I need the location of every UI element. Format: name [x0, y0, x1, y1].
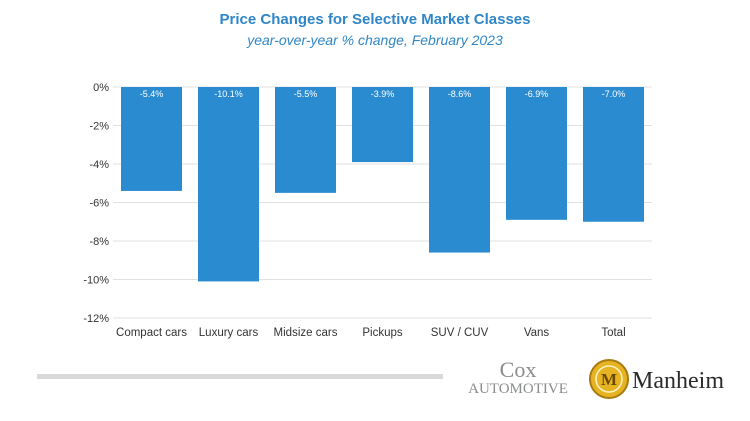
footer-divider [37, 374, 443, 379]
y-tick-label: -10% [83, 275, 109, 287]
y-tick-label: -12% [83, 313, 109, 325]
y-tick-label: -2% [89, 121, 109, 133]
x-tick-label: Vans [524, 327, 550, 339]
data-label: -5.5% [294, 89, 318, 99]
y-tick-label: -4% [89, 159, 109, 171]
manheim-emblem-letter: M [601, 370, 617, 389]
bar [198, 87, 259, 282]
manheim-logo: M Manheim [589, 359, 724, 399]
cox-logo-text: Cox [500, 357, 537, 382]
x-axis-ticks: Compact cars Luxury cars Midsize cars Picku… [116, 327, 626, 339]
chart-title: Price Changes for Selective Market Class… [219, 11, 531, 28]
data-label: -6.9% [525, 89, 549, 99]
bar [506, 87, 567, 220]
data-label: -7.0% [602, 89, 626, 99]
data-labels: -5.4% -10.1% -5.5% -3.9% -8.6% -6.9% -7.0% [140, 89, 626, 99]
x-tick-label: Luxury cars [199, 327, 259, 339]
data-label: -3.9% [371, 89, 395, 99]
x-tick-label: Midsize cars [274, 327, 338, 339]
y-axis-ticks: 0% -2% -4% -6% -8% -10% -12% [83, 82, 109, 325]
bars [121, 87, 644, 282]
bar [352, 87, 413, 163]
x-tick-label: Pickups [362, 327, 403, 339]
y-tick-label: -6% [89, 198, 109, 210]
x-tick-label: SUV / CUV [431, 327, 489, 339]
data-label: -10.1% [214, 89, 243, 99]
manheim-logo-text: Manheim [632, 368, 724, 394]
bar [275, 87, 336, 193]
data-label: -8.6% [448, 89, 472, 99]
x-tick-label: Total [601, 327, 625, 339]
automotive-logo-text: AUTOMOTIVE [468, 381, 568, 397]
bar [429, 87, 490, 253]
chart-subtitle: year-over-year % change, February 2023 [247, 32, 503, 48]
x-tick-label: Compact cars [116, 327, 187, 339]
data-label: -5.4% [140, 89, 164, 99]
bar [121, 87, 182, 191]
y-tick-label: 0% [93, 82, 109, 94]
y-tick-label: -8% [89, 236, 109, 248]
bar [583, 87, 644, 222]
cox-automotive-logo: Cox AUTOMOTIVE [468, 357, 568, 397]
